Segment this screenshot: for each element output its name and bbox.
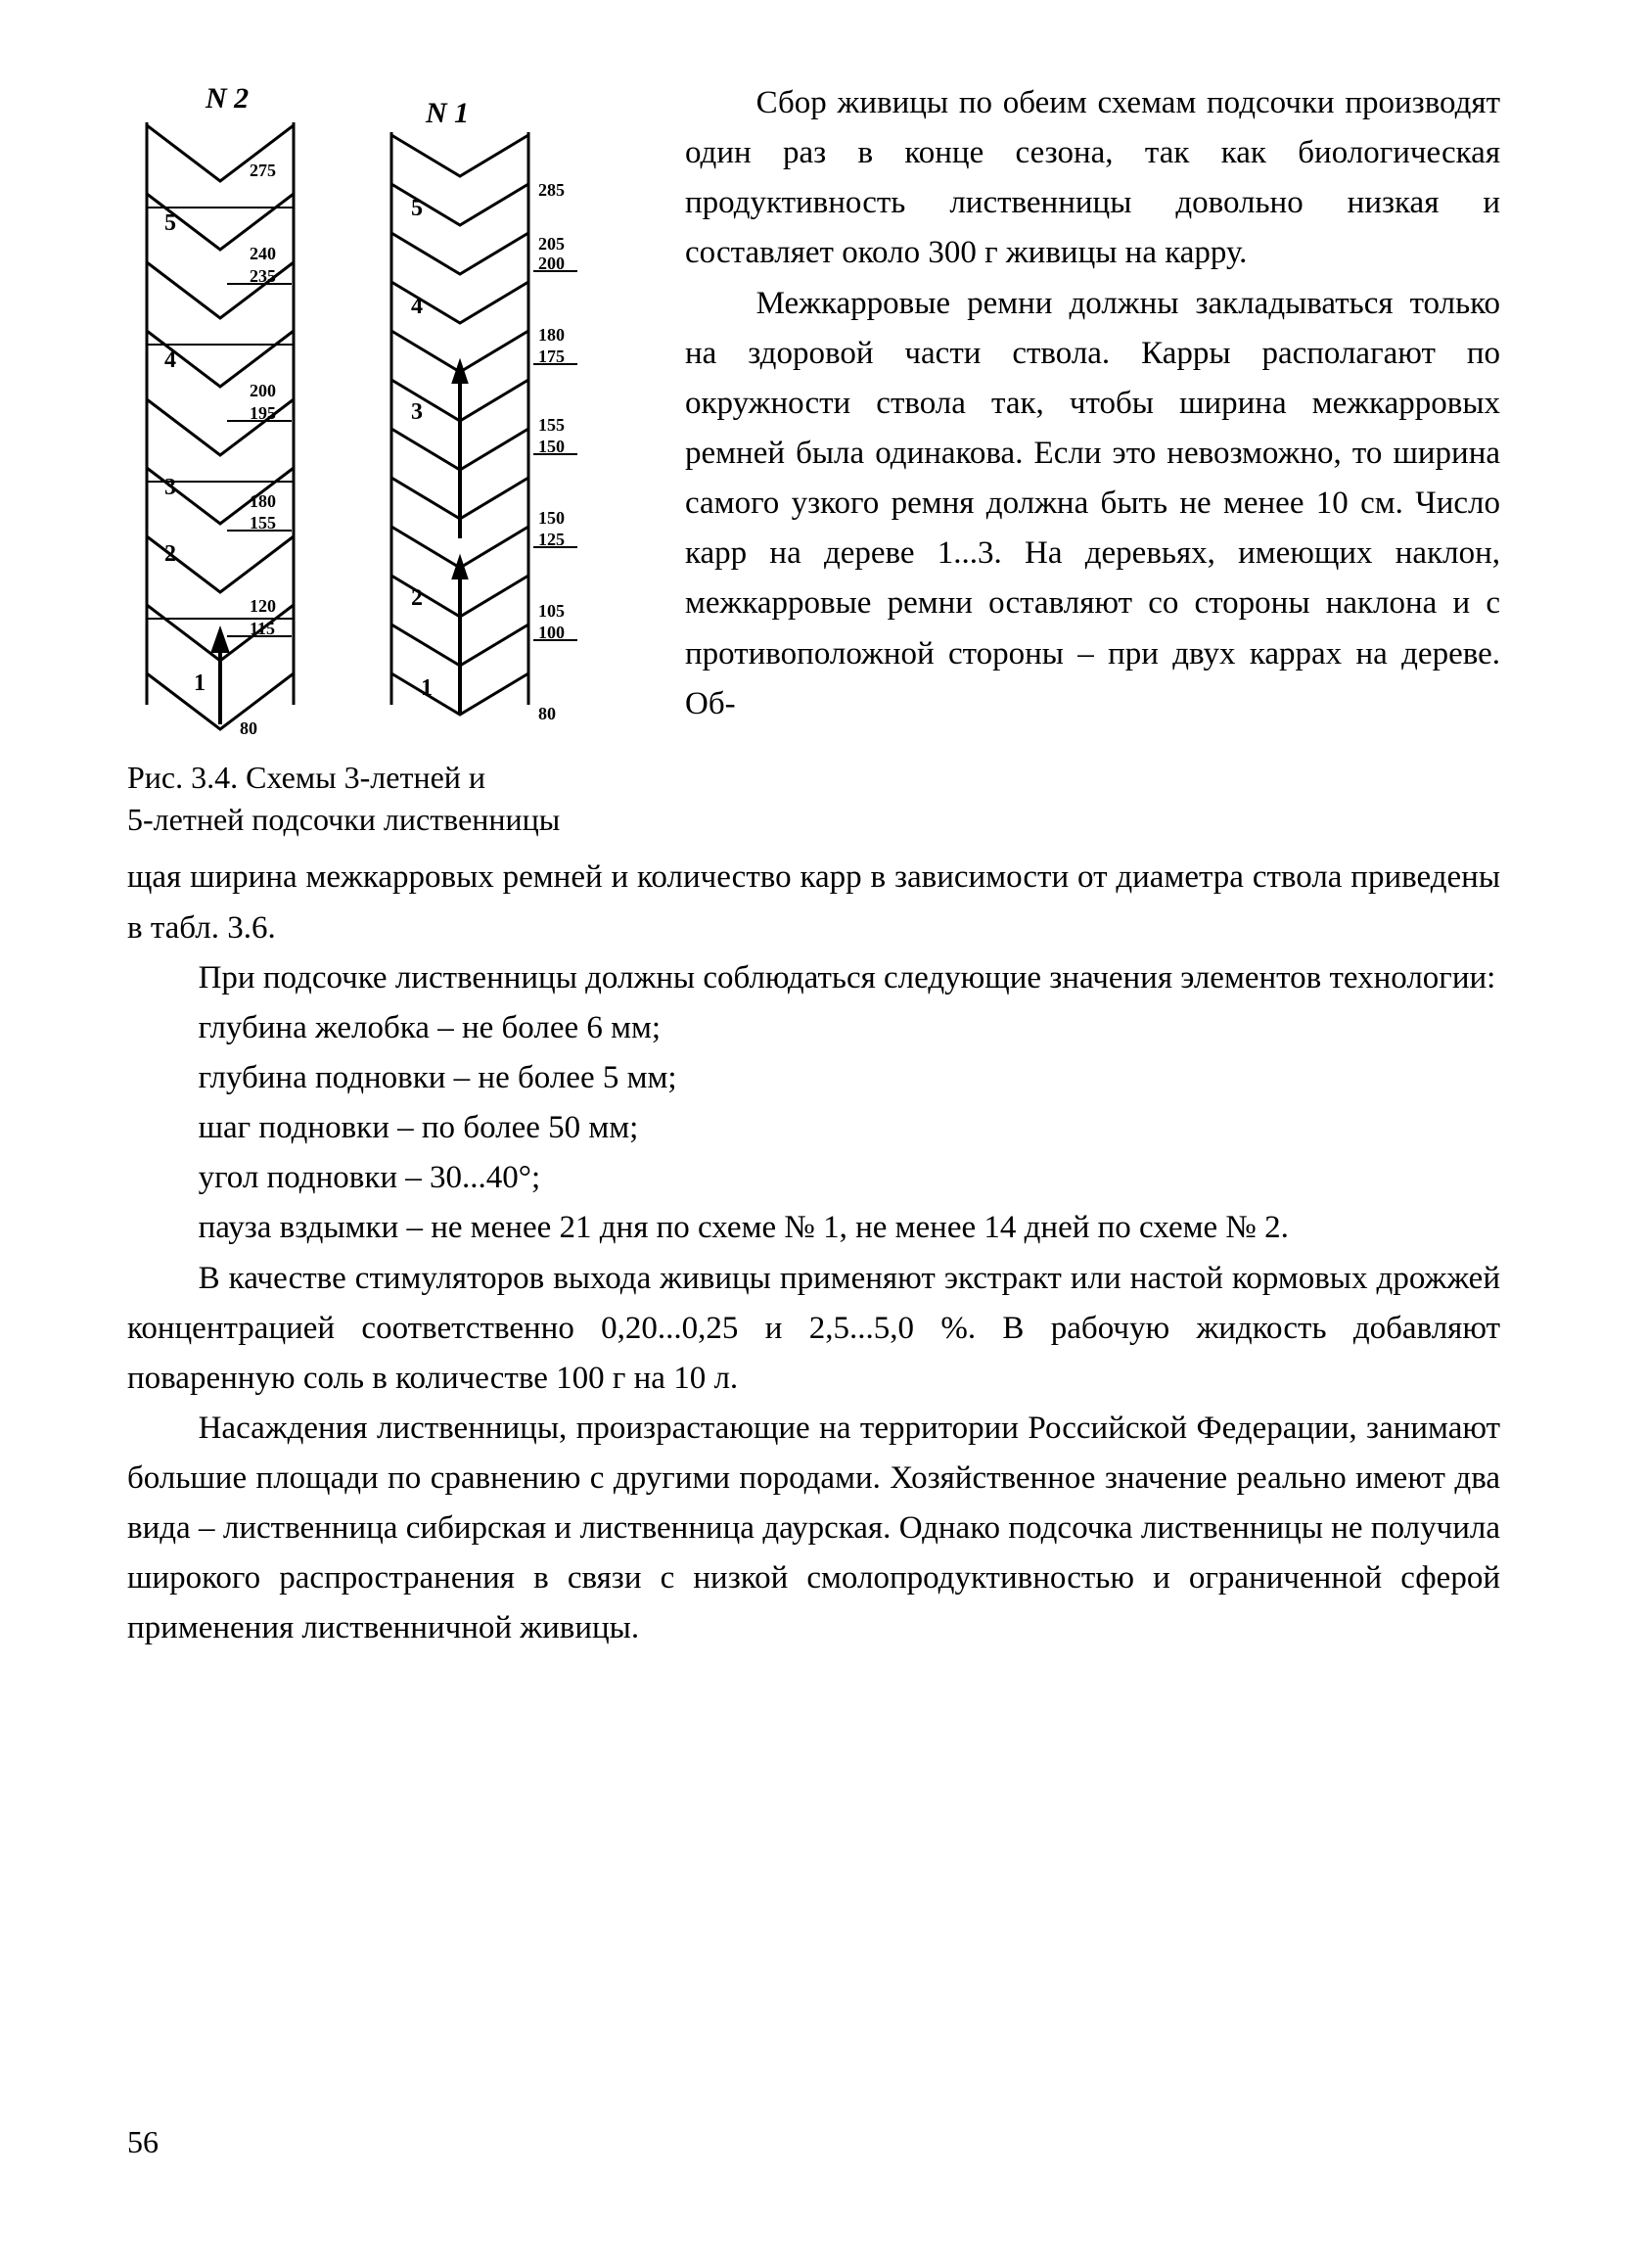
right-groove <box>454 364 466 713</box>
right-dim-205: 205 <box>538 234 565 254</box>
paragraph-b3: В качестве стимуляторов выхода живицы пр… <box>127 1254 1500 1404</box>
left-year-3: 3 <box>164 475 176 500</box>
left-year-4: 4 <box>164 347 176 373</box>
left-dim-120: 120 <box>250 596 276 616</box>
paragraph-b2: При подсочке лиственницы должны соблюдат… <box>127 953 1500 1003</box>
list-l1: глубина желобка – не более 6 мм; <box>127 1003 1500 1053</box>
left-dim-240: 240 <box>250 244 276 263</box>
left-groove <box>213 631 227 724</box>
right-year-4: 4 <box>411 294 423 319</box>
right-dim-155: 155 <box>538 415 565 435</box>
right-dim-150b: 150 <box>538 508 565 528</box>
figure-caption: Рис. 3.4. Схемы 3-летней и 5-летней подс… <box>127 757 646 841</box>
list-l3: шаг подновки – по более 50 мм; <box>127 1103 1500 1153</box>
left-year-5: 5 <box>164 210 176 236</box>
header-n2: N 2 <box>205 82 249 115</box>
right-year-1: 1 <box>421 675 433 701</box>
right-dim-105: 105 <box>538 601 565 621</box>
figure-caption-line2: 5-летней подсочки лиственницы <box>127 802 560 837</box>
paragraph-b4: Насаждения лиственницы, произрастающие н… <box>127 1404 1500 1654</box>
left-year-1: 1 <box>194 671 206 696</box>
right-year-3: 3 <box>411 399 423 425</box>
list-l2: глубина подновки – не более 5 мм; <box>127 1053 1500 1103</box>
paragraph-b1: щая ширина межкарровых ремней и количест… <box>127 853 1500 952</box>
tapping-scheme-diagram: N 2 N 1 <box>127 78 626 744</box>
left-dim-180: 180 <box>250 491 276 511</box>
paragraph-r1: Сбор живицы по обеим схемам подсочки про… <box>685 78 1500 279</box>
figure-caption-line1: Рис. 3.4. Схемы 3-летней и <box>127 760 485 795</box>
right-dim-80: 80 <box>538 704 556 723</box>
right-year-5: 5 <box>411 196 423 221</box>
right-dim-285: 285 <box>538 180 565 200</box>
paragraph-r2: Межкарровые ремни должны закладываться т… <box>685 279 1500 729</box>
right-text-column: Сбор живицы по обеим схемам подсочки про… <box>685 78 1500 729</box>
list-l4: угол подновки – 30...40°; <box>127 1153 1500 1203</box>
list-l5: пауза вздымки – не менее 21 дня по схеме… <box>127 1203 1500 1253</box>
header-n1: N 1 <box>425 97 469 129</box>
left-year-2: 2 <box>164 541 176 567</box>
left-dim-200: 200 <box>250 381 276 400</box>
right-year-2: 2 <box>411 585 423 611</box>
below-text: щая ширина межкарровых ремней и количест… <box>127 853 1500 1653</box>
figure-block: N 2 N 1 <box>127 78 646 841</box>
left-dim-80: 80 <box>240 718 257 738</box>
page-number: 56 <box>127 2124 159 2160</box>
right-dim-180: 180 <box>538 325 565 345</box>
left-dim-275: 275 <box>250 161 276 180</box>
